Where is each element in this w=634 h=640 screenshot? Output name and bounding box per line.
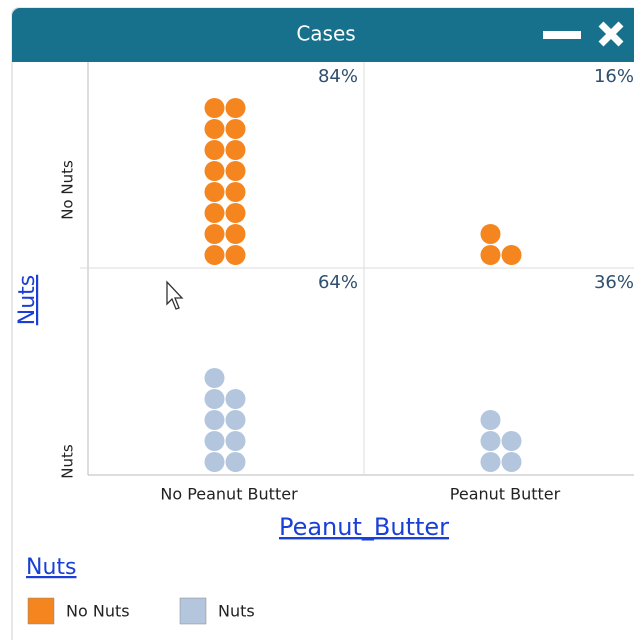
case-dot [501,431,522,451]
case-dot [225,245,246,265]
case-dot [204,410,225,430]
cell-percent: 64% [318,272,358,293]
legend-swatch [179,597,207,625]
case-dot [480,431,501,451]
mouse-cursor [166,280,184,310]
case-dot [480,224,501,244]
y-tick-label: No Nuts [59,160,77,220]
x-tick-label: No Peanut Butter [160,485,298,504]
case-dot [225,452,246,472]
case-dot [480,410,501,430]
case-dot [204,245,225,265]
window-frame [11,7,634,640]
case-dot [225,98,246,118]
x-axis-label[interactable]: Peanut_Butter [279,513,449,541]
x-tick-label: Peanut Butter [450,485,561,504]
case-dot [204,161,225,181]
case-dot [204,182,225,202]
window-title: Cases [296,22,355,46]
case-dot [204,452,225,472]
minimize-button[interactable] [543,31,581,39]
case-dot [501,245,522,265]
legend-title[interactable]: Nuts [26,555,77,580]
title-bar [12,8,634,62]
case-dot [225,389,246,409]
case-dot [480,245,501,265]
case-dot [204,224,225,244]
legend-swatch [27,597,55,625]
close-button[interactable] [598,21,624,47]
y-tick-label: Nuts [59,444,77,479]
case-dot [225,410,246,430]
case-dot [225,119,246,139]
case-dot [225,431,246,451]
case-dot [204,98,225,118]
case-dot [225,224,246,244]
case-dot [225,161,246,181]
legend-label: No Nuts [66,602,130,621]
case-dot [225,182,246,202]
case-dot [204,368,225,388]
case-dot [225,140,246,160]
cell-percent: 16% [594,66,634,87]
case-dot [225,203,246,223]
case-dot [501,452,522,472]
cell-percent: 84% [318,66,358,87]
legend-label: Nuts [218,602,255,621]
case-dot [480,452,501,472]
case-dot [204,140,225,160]
case-dot [204,119,225,139]
case-dot [204,203,225,223]
case-dot [204,389,225,409]
y-axis-label[interactable]: Nuts [15,275,40,326]
cell-percent: 36% [594,272,634,293]
case-dot [204,431,225,451]
